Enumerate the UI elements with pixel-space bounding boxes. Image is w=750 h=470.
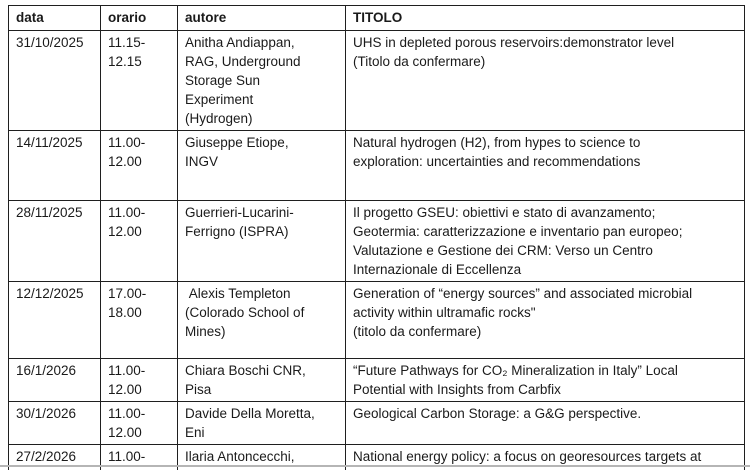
- header-author: autore: [177, 5, 346, 31]
- table-row: 12/12/2025 17.00- 18.00 Alexis Templeton…: [8, 281, 745, 359]
- seminar-schedule-table: data orario autore TITOLO 31/10/2025 11.…: [8, 5, 745, 470]
- cell-title: “Future Pathways for CO₂ Mineralization …: [345, 358, 745, 402]
- cell-author: Alexis Templeton (Colorado School of Min…: [177, 281, 346, 359]
- cell-date: 14/11/2025: [8, 130, 101, 201]
- table-row: 14/11/2025 11.00- 12.00 Giuseppe Etiope,…: [8, 130, 745, 201]
- header-title: TITOLO: [345, 5, 745, 31]
- cell-author: Guerrieri-Lucarini- Ferrigno (ISPRA): [177, 200, 346, 282]
- cell-time: 11.00- 12.00: [100, 358, 178, 402]
- bottom-divider: [0, 465, 750, 467]
- header-time: orario: [100, 5, 178, 31]
- cell-date: 30/1/2026: [8, 401, 101, 445]
- cell-author: Anitha Andiappan, RAG, Underground Stora…: [177, 30, 346, 131]
- cell-author: Chiara Boschi CNR, Pisa: [177, 358, 346, 402]
- cell-time: 17.00- 18.00: [100, 281, 178, 359]
- cell-time: 11.00- 12.00: [100, 200, 178, 282]
- table-row: 28/11/2025 11.00- 12.00 Guerrieri-Lucari…: [8, 200, 745, 282]
- cell-time: 11.00- 12.00: [100, 130, 178, 201]
- cell-date: 31/10/2025: [8, 30, 101, 131]
- cell-time: 11.00- 12.00: [100, 401, 178, 445]
- cell-author: Davide Della Moretta, Eni: [177, 401, 346, 445]
- cell-title: Generation of “energy sources” and assoc…: [345, 281, 745, 359]
- cell-title: Geological Carbon Storage: a G&G perspec…: [345, 401, 745, 445]
- table-row: 16/1/2026 11.00- 12.00 Chiara Boschi CNR…: [8, 358, 745, 402]
- cell-title: UHS in depleted porous reservoirs:demons…: [345, 30, 745, 131]
- table-row: 31/10/2025 11.15- 12.15 Anitha Andiappan…: [8, 30, 745, 131]
- table-row: 30/1/2026 11.00- 12.00 Davide Della More…: [8, 401, 745, 445]
- cell-author: Giuseppe Etiope, INGV: [177, 130, 346, 201]
- table-header-row: data orario autore TITOLO: [8, 5, 745, 31]
- cell-title: Natural hydrogen (H2), from hypes to sci…: [345, 130, 745, 201]
- cell-title: Il progetto GSEU: obiettivi e stato di a…: [345, 200, 745, 282]
- cell-time: 11.15- 12.15: [100, 30, 178, 131]
- cell-date: 12/12/2025: [8, 281, 101, 359]
- header-date: data: [8, 5, 101, 31]
- cell-date: 28/11/2025: [8, 200, 101, 282]
- cell-date: 16/1/2026: [8, 358, 101, 402]
